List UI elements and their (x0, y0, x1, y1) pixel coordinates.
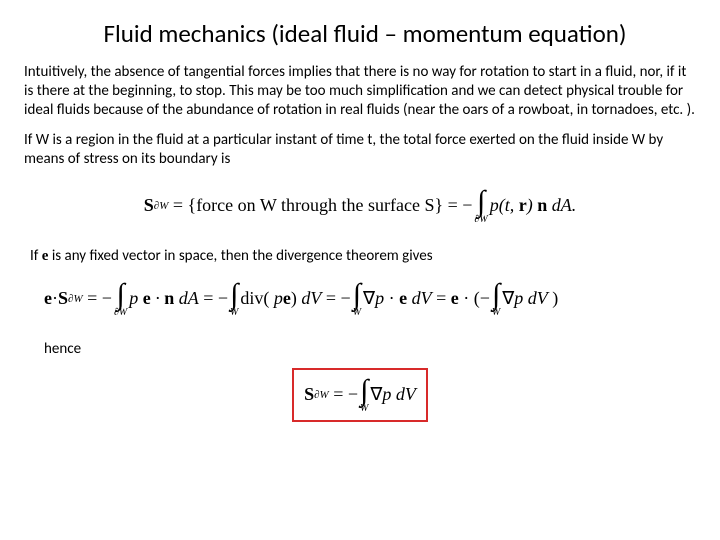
intro-paragraph: Intuitively, the absence of tangential f… (24, 63, 696, 119)
term-1: p e · n dA (129, 288, 199, 309)
divergence-paragraph: If e is any fixed vector in space, then … (24, 247, 696, 266)
integral-3: ∫W (353, 280, 361, 318)
boxed-equation-wrap: S∂W = − ∫W ∇p dV (24, 368, 696, 422)
bracket-text: force on W through the surface S (196, 195, 434, 216)
integral-symbol: ∫ ∂W (474, 187, 487, 225)
term-grad2: ∇p dV ) (502, 288, 558, 309)
e-dot-S: e (44, 288, 52, 309)
term-grad1: ∇p · e dV (363, 288, 432, 309)
boxed-equation: S∂W = − ∫W ∇p dV (292, 368, 428, 422)
integral-2: ∫W (230, 280, 238, 318)
page-title: Fluid mechanics (ideal fluid – momentum … (34, 18, 696, 49)
close-brace: } = − (434, 195, 472, 216)
integral-4: ∫W (492, 280, 500, 318)
equals: = { (168, 195, 196, 216)
equation-divergence: e · S∂W = − ∫∂W p e · n dA = − ∫W div( p… (44, 280, 696, 318)
integrand-1: p(t, r) n dA. (490, 195, 577, 216)
hence-label: hence (24, 340, 696, 358)
integral-box: ∫W (360, 376, 368, 414)
equation-stress-force: S∂W = { force on W through the surface S… (24, 187, 696, 225)
symbol-S: S (144, 195, 154, 216)
term-div: div( pe) dV (240, 288, 321, 309)
region-paragraph: If W is a region in the fluid at a parti… (24, 131, 696, 169)
boxed-body: ∇p dV (370, 384, 416, 405)
integral-1: ∫∂W (114, 280, 127, 318)
subscript-dW: ∂W (154, 200, 169, 212)
